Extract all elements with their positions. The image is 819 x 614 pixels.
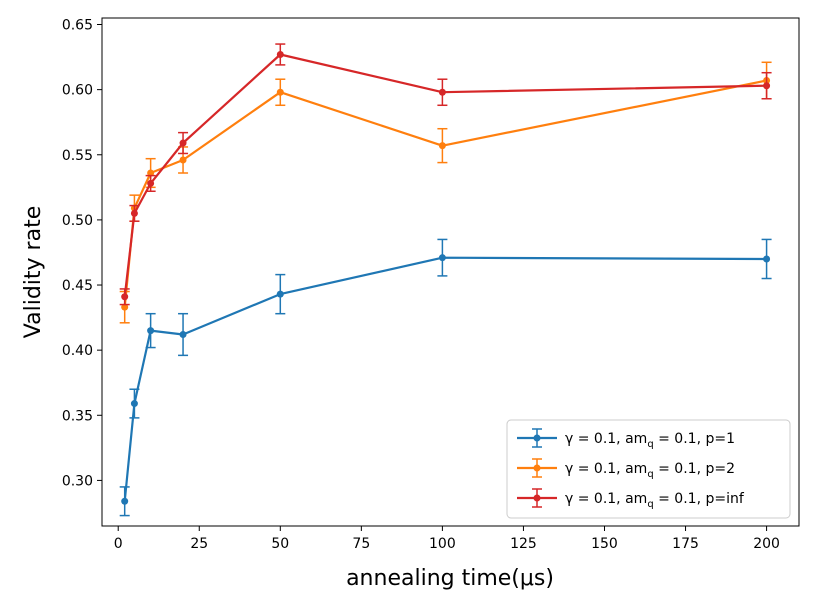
x-tick-label: 100	[429, 536, 456, 552]
legend-marker	[533, 464, 541, 472]
y-tick-label: 0.50	[62, 213, 93, 229]
data-point	[179, 139, 187, 147]
legend-label-prefix: γ = 0.1, am	[565, 461, 647, 477]
y-axis-label: Validity rate	[21, 206, 46, 338]
y-axis-ticks: 0.30 0.35 0.40 0.45 0.50 0.55 0.60 0.65	[62, 18, 102, 489]
series-3	[119, 43, 772, 306]
series-1	[119, 238, 772, 517]
data-point	[276, 88, 284, 96]
data-point	[121, 497, 129, 505]
legend-label: γ = 0.1, amq = 0.1, p=1	[565, 431, 735, 450]
series-layer	[119, 43, 772, 517]
y-tick-label: 0.30	[62, 473, 93, 489]
x-tick-label: 125	[510, 536, 537, 552]
legend-entry-2: γ = 0.1, amq = 0.1, p=2	[517, 458, 735, 480]
data-point	[147, 327, 155, 335]
y-tick-label: 0.60	[62, 83, 93, 99]
data-point	[130, 400, 138, 408]
x-tick-label: 75	[352, 536, 370, 552]
data-point	[179, 331, 187, 339]
legend-marker	[533, 434, 541, 442]
y-tick-label: 0.65	[62, 18, 93, 34]
x-tick-label: 200	[753, 536, 780, 552]
legend-label: γ = 0.1, amq = 0.1, p=inf	[565, 491, 745, 510]
data-point	[121, 293, 129, 301]
x-tick-label: 150	[591, 536, 618, 552]
plot-frame	[101, 17, 800, 527]
x-tick-label: 50	[271, 536, 289, 552]
x-tick-label: 0	[114, 536, 123, 552]
data-point	[179, 156, 187, 164]
data-point	[763, 255, 771, 263]
x-tick-label: 175	[672, 536, 699, 552]
legend-label-suffix: = 0.1, p=1	[654, 431, 735, 447]
data-point	[130, 209, 138, 217]
legend-label-subscript: q	[647, 499, 653, 510]
legend-label-subscript: q	[647, 439, 653, 450]
series-line	[123, 79, 767, 308]
data-point	[276, 50, 284, 58]
y-tick-label: 0.45	[62, 278, 93, 294]
legend-marker	[533, 494, 541, 502]
data-point	[147, 179, 155, 187]
data-point	[121, 303, 129, 311]
legend-label: γ = 0.1, amq = 0.1, p=2	[565, 461, 735, 480]
x-axis-label: annealing time(μs)	[346, 566, 554, 591]
legend-label-suffix: = 0.1, p=inf	[654, 491, 745, 507]
data-point	[276, 290, 284, 298]
legend-label-prefix: γ = 0.1, am	[565, 431, 647, 447]
legend-entry-3: γ = 0.1, amq = 0.1, p=inf	[517, 488, 745, 510]
y-tick-label: 0.40	[62, 343, 93, 359]
legend-entry-1: γ = 0.1, amq = 0.1, p=1	[517, 428, 735, 450]
legend-label-subscript: q	[647, 469, 653, 480]
data-point	[763, 82, 771, 90]
x-tick-label: 25	[190, 536, 208, 552]
series-2	[119, 61, 772, 324]
legend-label-prefix: γ = 0.1, am	[565, 491, 647, 507]
legend: γ = 0.1, amq = 0.1, p=1γ = 0.1, amq = 0.…	[506, 419, 791, 519]
data-point	[438, 142, 446, 150]
data-point	[438, 254, 446, 262]
data-point	[147, 169, 155, 177]
x-axis-ticks: 0 25 50 75 100 125 150 175 200	[114, 526, 780, 552]
y-tick-label: 0.55	[62, 148, 93, 164]
data-point	[438, 88, 446, 96]
legend-box	[506, 419, 791, 519]
y-tick-label: 0.35	[62, 408, 93, 424]
legend-label-suffix: = 0.1, p=2	[654, 461, 735, 477]
series-line	[123, 53, 767, 297]
